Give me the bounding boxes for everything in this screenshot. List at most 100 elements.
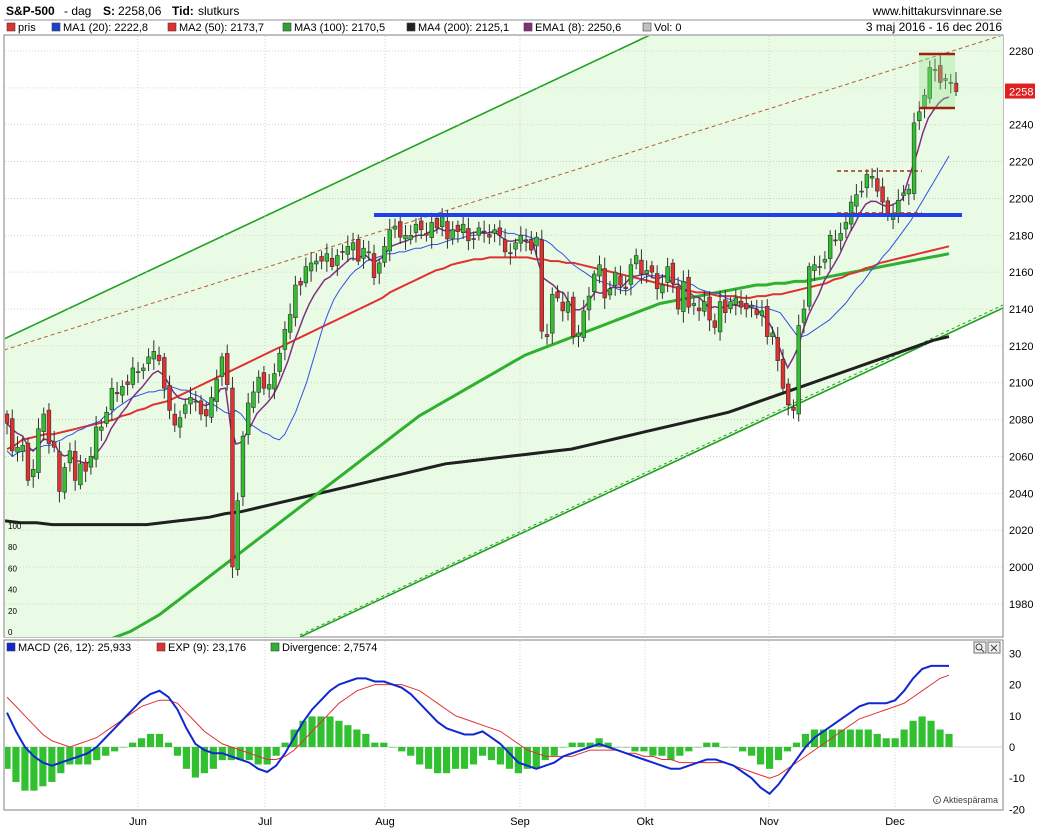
legend-entry: Divergence: 2,7574 — [282, 642, 377, 654]
macd-tick-label: 30 — [1009, 648, 1021, 660]
price-tick-label: 2200 — [1009, 193, 1033, 205]
date-range: 3 maj 2016 - 16 dec 2016 — [866, 20, 1002, 34]
legend-entry: MA4 (200): 2125,1 — [418, 22, 509, 34]
candle — [613, 266, 618, 296]
candle — [875, 167, 880, 198]
divergence-bar — [550, 747, 558, 756]
candle — [953, 72, 959, 96]
candle — [911, 112, 917, 201]
s-value: 2258,06 — [118, 4, 162, 18]
macd-panel-frame — [3, 639, 1004, 811]
candle — [654, 265, 660, 300]
divergence-bar — [927, 720, 935, 747]
candle — [377, 258, 382, 285]
candle — [633, 248, 639, 270]
candle — [130, 357, 136, 389]
divergence-bar — [57, 747, 65, 774]
candle — [272, 363, 277, 400]
candle — [361, 239, 366, 269]
legend-entry: MA3 (100): 2170,5 — [294, 22, 385, 34]
divergence-bar — [317, 716, 325, 747]
candle — [759, 299, 765, 327]
candle — [623, 276, 628, 296]
divergence-bar — [146, 733, 155, 747]
divergence-bar — [730, 747, 738, 748]
candle — [398, 215, 403, 244]
price-tick-label: 2020 — [1009, 525, 1033, 537]
divergence-bar — [523, 747, 531, 769]
candle — [314, 253, 319, 272]
legend-main: pris MA1 (20): 2222,8 MA2 (50): 2173,7 MA3 … — [6, 22, 682, 34]
price-tick-label: 2060 — [1009, 451, 1033, 463]
candle — [240, 431, 246, 506]
legend-swatch — [270, 642, 280, 652]
candle — [770, 326, 775, 345]
divergence-bar — [254, 747, 262, 765]
close-panel-icon[interactable] — [987, 641, 1001, 654]
ma2-line — [6, 245, 950, 451]
legend-swatch — [406, 22, 416, 32]
candle — [508, 243, 513, 265]
legend-entry: EXP (9): 23,176 — [168, 642, 246, 654]
divergence-bar — [209, 747, 217, 769]
candle — [387, 218, 392, 262]
candle — [356, 234, 361, 266]
candle — [156, 346, 162, 366]
divergence-bar — [909, 720, 917, 747]
divergence-bar — [416, 747, 424, 765]
candle — [791, 399, 796, 419]
candle — [109, 377, 115, 421]
legend-swatch — [156, 642, 166, 652]
divergence-bar — [819, 729, 827, 747]
divergence-bar — [613, 747, 621, 748]
volume-tick-label: 80 — [8, 543, 17, 552]
legend-entry: EMA1 (8): 2250,6 — [535, 22, 621, 34]
macd-panel — [5, 664, 1003, 796]
candle — [225, 344, 230, 391]
candle — [565, 291, 571, 321]
candle — [277, 347, 282, 377]
divergence-bar — [667, 747, 675, 761]
candle — [618, 265, 623, 295]
candle — [72, 440, 78, 491]
zoom-icon[interactable] — [973, 641, 987, 654]
macd-tick-label: -10 — [1009, 773, 1025, 785]
divergence-bar — [541, 747, 549, 761]
candle — [838, 222, 843, 251]
candle — [31, 459, 36, 488]
candle — [214, 369, 219, 412]
candle — [607, 280, 613, 300]
candle — [466, 217, 471, 251]
divergence-bar — [12, 747, 20, 782]
candle — [345, 235, 350, 263]
candle — [146, 348, 151, 372]
divergence-bar — [855, 729, 863, 747]
price-tick-label: 2100 — [1009, 378, 1033, 390]
price-tick-label: 2140 — [1009, 304, 1033, 316]
divergence-bar — [487, 747, 496, 761]
legend-swatch — [167, 22, 177, 32]
tid-value: slutkurs — [198, 4, 239, 18]
divergence-bar — [200, 747, 208, 774]
candle — [555, 285, 560, 302]
candle — [88, 446, 94, 475]
svg-text:c: c — [936, 798, 939, 804]
divergence-bar — [873, 733, 881, 747]
divergence-bar — [658, 747, 666, 756]
divergence-bar — [739, 747, 747, 752]
candle — [859, 180, 864, 198]
candle — [371, 244, 377, 286]
symbol-title: S&P-500 — [6, 4, 55, 18]
candle — [534, 232, 539, 257]
candle — [429, 212, 434, 249]
candle — [57, 441, 62, 503]
legend-entry: MA1 (20): 2222,8 — [63, 22, 148, 34]
divergence-bar — [425, 747, 433, 769]
price-badge-text: 2258 — [1009, 87, 1033, 99]
candle — [560, 291, 565, 322]
candle — [628, 258, 634, 296]
divergence-bar — [882, 738, 890, 747]
divergence-bar — [407, 747, 415, 756]
candle — [25, 437, 31, 486]
divergence-bar — [828, 729, 836, 747]
